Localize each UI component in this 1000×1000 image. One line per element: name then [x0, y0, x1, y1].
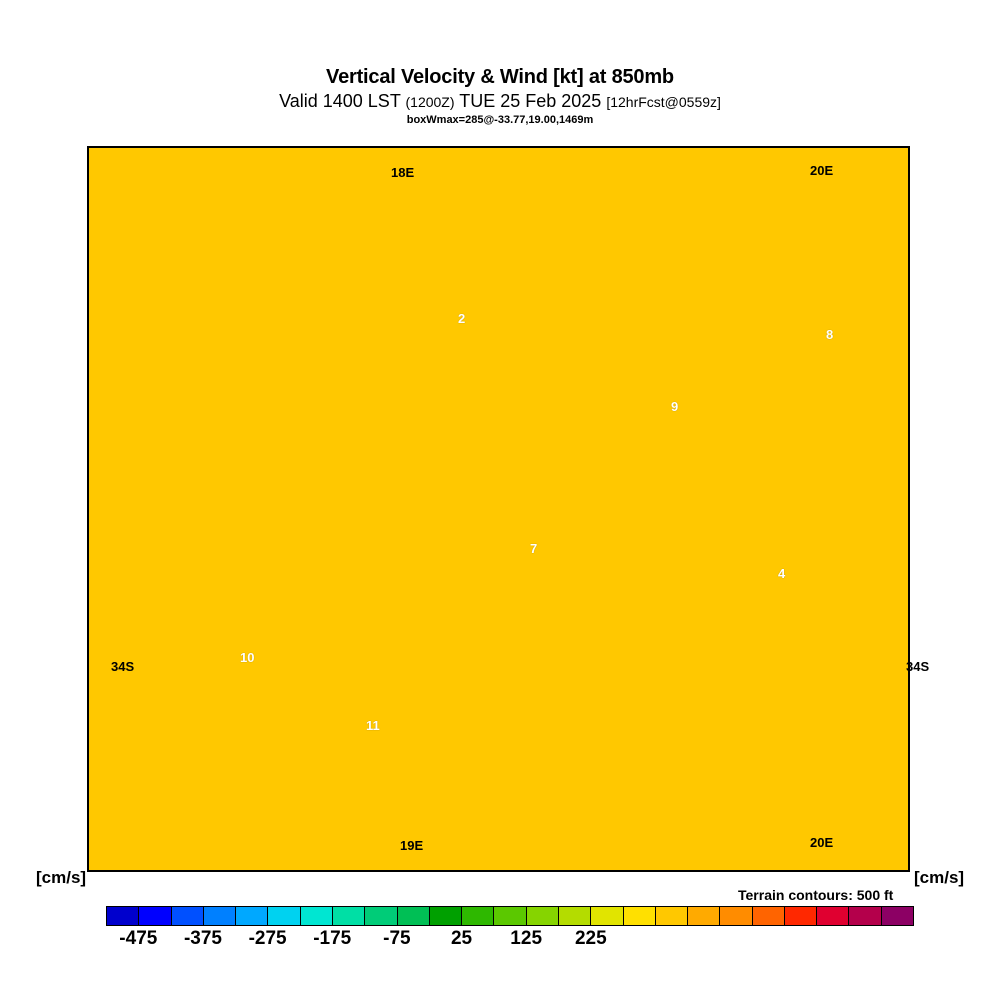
station-label-9: 9: [671, 399, 679, 414]
colorbar-tick--375: -375: [183, 928, 222, 949]
forecast-tag: [12hrFcst@0559z]: [606, 94, 721, 110]
lon-label-top-right: 20E: [810, 163, 834, 178]
colorbar-segment-17: [655, 907, 689, 925]
colorbar-segment-9: [397, 907, 430, 925]
colorbar-tick--175: -175: [313, 928, 352, 949]
colorbar-segment-1: [139, 907, 172, 925]
station-label-7: 7: [530, 541, 538, 556]
station-label-10: 10: [240, 650, 255, 665]
colorbar-segment-13: [526, 907, 559, 925]
lon-label-bottom-right: 20E: [810, 835, 834, 850]
terrain-contour-note: Terrain contours: 500 ft: [737, 887, 895, 903]
valid-time-line: Valid 1400 LST (1200Z) TUE 25 Feb 2025 […: [0, 91, 1000, 112]
colorbar-tick-225: 225: [574, 928, 607, 949]
lon-label-top-left: 18E: [391, 165, 415, 180]
station-label-4: 4: [778, 566, 786, 581]
colorbar-tick--275: -275: [248, 928, 287, 949]
colorbar-segment-4: [236, 907, 269, 925]
colorbar-segment-10: [429, 907, 463, 925]
station-label-8: 8: [826, 327, 834, 342]
colorbar-tick-25: 25: [450, 928, 473, 949]
colorbar-segment-19: [720, 907, 753, 925]
colorbar[interactable]: [106, 906, 914, 926]
colorbar-segment-21: [784, 907, 818, 925]
colorbar-segment-24: [881, 907, 914, 925]
colorbar-tick-labels: -475 -375 -275 -175 -75 25 125 225: [0, 928, 1000, 954]
colorbar-segment-14: [558, 907, 592, 925]
units-label-right: [cm/s]: [914, 868, 965, 887]
colorbar-segment-0: [107, 907, 140, 925]
map-plot-area[interactable]: [87, 146, 910, 872]
colorbar-segments[interactable]: [106, 906, 914, 926]
colorbar-segment-7: [332, 907, 366, 925]
title-block: Vertical Velocity & Wind [kt] at 850mb V…: [0, 0, 1000, 127]
valid-time-prefix: Valid 1400 LST: [279, 91, 401, 111]
valid-time-utc: (1200Z): [405, 94, 455, 110]
lon-label-bottom-left: 19E: [400, 838, 424, 853]
colorbar-tick--75: -75: [383, 928, 411, 949]
vertical-velocity-field-canvas: [89, 148, 908, 870]
station-label-2: 2: [458, 311, 466, 326]
colorbar-segment-16: [623, 907, 656, 925]
units-label-left: [cm/s]: [36, 868, 87, 887]
colorbar-segment-20: [752, 907, 785, 925]
page-title: Vertical Velocity & Wind [kt] at 850mb: [326, 66, 674, 88]
colorbar-tick-125: 125: [510, 928, 543, 949]
colorbar-segment-3: [203, 907, 237, 925]
colorbar-segment-23: [849, 907, 882, 925]
lat-label-left: 34S: [111, 659, 135, 674]
colorbar-segment-2: [171, 907, 204, 925]
colorbar-segment-6: [300, 907, 333, 925]
box-max-annotation: boxWmax=285@-33.77,19.00,1469m: [406, 114, 594, 126]
colorbar-segment-18: [688, 907, 721, 925]
colorbar-segment-15: [591, 907, 624, 925]
colorbar-tick--475: -475: [119, 928, 158, 949]
colorbar-segment-11: [462, 907, 495, 925]
valid-date: TUE 25 Feb 2025: [459, 91, 602, 111]
colorbar-segment-8: [365, 907, 398, 925]
lat-label-right: 34S: [906, 659, 930, 674]
station-label-11: 11: [366, 718, 380, 733]
colorbar-segment-5: [268, 907, 301, 925]
colorbar-segment-22: [817, 907, 850, 925]
colorbar-segment-12: [494, 907, 527, 925]
